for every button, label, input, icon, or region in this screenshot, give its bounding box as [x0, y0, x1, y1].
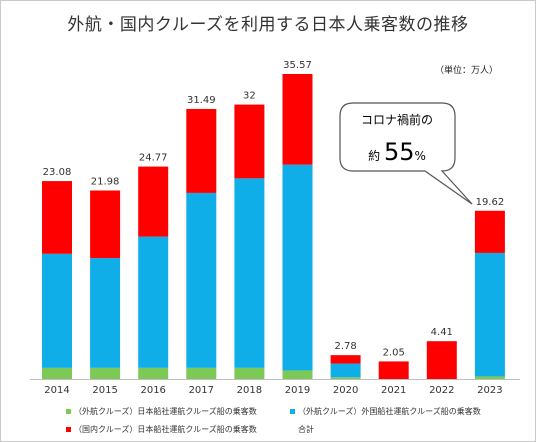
- bar-segment-blue-2014: [42, 253, 72, 368]
- legend-swatch-blue: [290, 409, 295, 414]
- x-tick-label-2022: 2022: [429, 385, 454, 396]
- bar-segment-green-2018: [234, 367, 265, 379]
- legend-item-total: 合計: [298, 424, 314, 435]
- bar-segment-red-2017: [186, 108, 217, 193]
- bar-segment-green-2017: [186, 367, 217, 379]
- legend-swatch-green: [66, 409, 71, 414]
- legend-item-japan-overseas: （外航クルーズ）日本船社運航クルーズ船の乗客数: [66, 406, 257, 417]
- legend-item-japan-domestic: （国内クルーズ）日本船社運航クルーズ船の乗客数: [66, 424, 257, 435]
- bar-segment-red-2015: [90, 190, 121, 259]
- x-tick-label-2019: 2019: [285, 385, 310, 396]
- legend-label-japan-overseas: （外航クルーズ）日本船社運航クルーズ船の乗客数: [74, 407, 257, 416]
- callout-bubble: [339, 102, 473, 205]
- bar-segment-red-2022: [426, 341, 457, 379]
- bar-segment-red-2021: [378, 361, 409, 379]
- bar-segment-blue-2017: [186, 192, 217, 368]
- bar-segment-green-2014: [42, 367, 72, 379]
- data-label-total-2018: 32: [243, 91, 256, 102]
- bar-segment-blue-2015: [90, 258, 121, 368]
- data-label-total-2023: 19.62: [476, 197, 505, 208]
- x-tick-label-2016: 2016: [140, 385, 165, 396]
- legend-label-foreign-overseas: （外航クルーズ）外国船社運航クルーズ船の乗客数: [298, 407, 481, 416]
- bar-segment-red-2019: [282, 73, 313, 165]
- legend-swatch-red: [66, 427, 71, 432]
- x-tick-label-2017: 2017: [189, 385, 214, 396]
- data-label-total-2021: 2.05: [383, 347, 405, 358]
- bar-segment-green-2023: [474, 376, 505, 379]
- data-label-total-2016: 24.77: [139, 153, 168, 164]
- bar-segment-red-2014: [42, 181, 72, 254]
- x-tick-label-2018: 2018: [237, 385, 262, 396]
- legend-label-total: 合計: [298, 425, 314, 434]
- x-tick-label-2020: 2020: [333, 385, 358, 396]
- chart-title: 外航・国内クルーズを利用する日本人乗客数の推移: [67, 15, 469, 35]
- bar-segment-blue-2023: [474, 252, 505, 377]
- bar-segment-blue-2019: [282, 164, 313, 371]
- bar-segment-green-2015: [90, 367, 121, 379]
- legend-label-japan-domestic: （国内クルーズ）日本船社運航クルーズ船の乗客数: [74, 425, 257, 434]
- data-label-total-2022: 4.41: [431, 327, 453, 338]
- data-label-total-2019: 35.57: [283, 60, 312, 71]
- bar-segment-blue-2020: [330, 363, 361, 378]
- unit-label: （単位：万人）: [434, 66, 498, 76]
- bar-segment-red-2018: [234, 104, 265, 179]
- callout-prefix: 約: [368, 148, 384, 163]
- bar-segment-blue-2016: [138, 236, 169, 368]
- bar-segment-green-2019: [282, 370, 313, 379]
- x-tick-label-2023: 2023: [477, 385, 502, 396]
- bar-segment-red-2023: [474, 210, 505, 253]
- bar-segment-red-2016: [138, 166, 169, 237]
- data-label-total-2020: 2.78: [334, 341, 356, 352]
- callout-text-line2: 約 55%: [368, 138, 426, 166]
- legend-item-foreign-overseas: （外航クルーズ）外国船社運航クルーズ船の乗客数: [290, 406, 481, 417]
- callout-value: 55: [384, 138, 415, 166]
- callout-text-line1: コロナ禍前の: [361, 112, 433, 127]
- bar-segment-green-2020: [330, 377, 361, 379]
- bar-segment-red-2020: [330, 355, 361, 364]
- data-label-total-2017: 31.49: [187, 95, 216, 106]
- bar-segment-green-2016: [138, 367, 169, 379]
- callout-suffix: %: [414, 149, 425, 163]
- data-label-total-2014: 23.08: [43, 167, 72, 178]
- bar-segment-blue-2018: [234, 178, 265, 368]
- data-label-total-2015: 21.98: [91, 177, 120, 188]
- x-tick-label-2015: 2015: [92, 385, 117, 396]
- x-tick-label-2014: 2014: [44, 385, 69, 396]
- x-tick-label-2021: 2021: [381, 385, 406, 396]
